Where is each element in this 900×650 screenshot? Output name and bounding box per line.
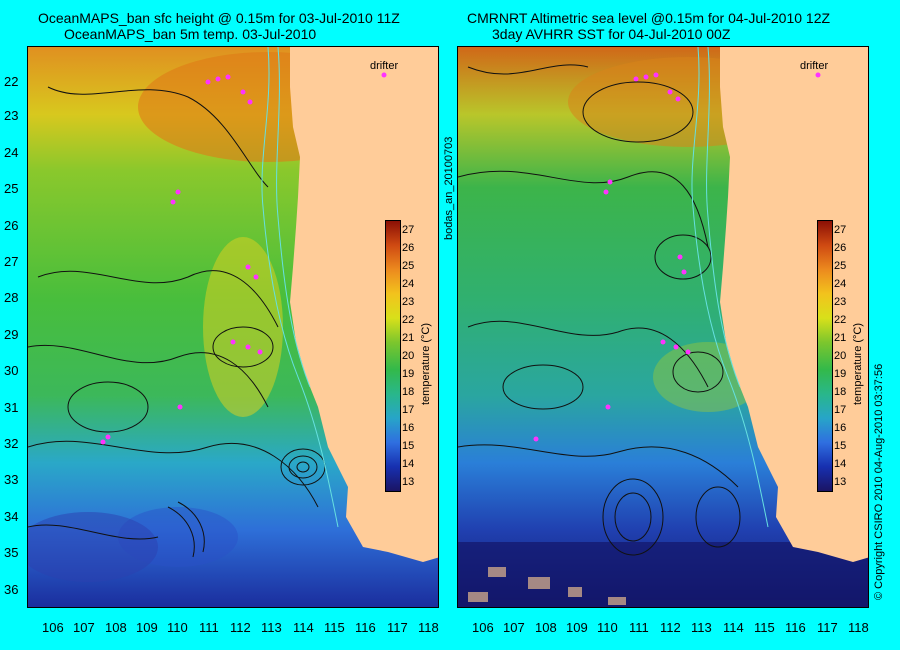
lat-label: 29 xyxy=(4,327,19,342)
colorbar-tick: 26 xyxy=(402,242,415,254)
lat-label: 31 xyxy=(4,400,19,415)
lat-label: 35 xyxy=(4,545,19,560)
lon-label: 115 xyxy=(324,620,345,635)
lon-label: 109 xyxy=(566,620,588,635)
lon-label: 114 xyxy=(293,620,314,635)
colorbar-tick: 24 xyxy=(834,278,847,290)
right-title-line2: 3day AVHRR SST for 04-Jul-2010 00Z xyxy=(492,26,731,42)
colorbar-tick: 20 xyxy=(834,350,847,362)
lat-label: 33 xyxy=(4,472,19,487)
left-colorbar xyxy=(385,220,401,492)
lon-label: 109 xyxy=(136,620,158,635)
colorbar-tick: 21 xyxy=(402,332,415,344)
lon-label: 107 xyxy=(73,620,95,635)
lon-label: 114 xyxy=(723,620,744,635)
lat-label: 22 xyxy=(4,74,19,89)
lon-label: 107 xyxy=(503,620,525,635)
right-map-graphic xyxy=(458,47,868,607)
left-title-line2: OceanMAPS_ban 5m temp. 03-Jul-2010 xyxy=(64,26,317,42)
lon-label: 112 xyxy=(660,620,681,635)
lon-label: 106 xyxy=(42,620,64,635)
colorbar-tick: 19 xyxy=(402,368,415,380)
lat-label: 34 xyxy=(4,509,19,524)
lon-label: 111 xyxy=(629,620,649,635)
lon-label: 111 xyxy=(199,620,219,635)
lon-label: 108 xyxy=(105,620,127,635)
colorbar-tick: 23 xyxy=(834,296,847,308)
colorbar-tick: 15 xyxy=(834,440,847,452)
lon-label: 116 xyxy=(785,620,806,635)
colorbar-tick: 27 xyxy=(834,224,847,236)
lon-label: 117 xyxy=(387,620,408,635)
left-map-graphic xyxy=(28,47,438,607)
left-map-panel[interactable] xyxy=(27,46,439,608)
colorbar-tick: 13 xyxy=(834,476,847,488)
drifter-marker-icon xyxy=(100,72,387,445)
right-drifter-legend: drifter xyxy=(800,60,829,72)
lat-label: 28 xyxy=(4,290,19,305)
lon-label: 110 xyxy=(597,620,618,635)
lat-label: 23 xyxy=(4,108,19,123)
colorbar-tick: 22 xyxy=(402,314,415,326)
left-colorbar-label: temperature (°C) xyxy=(420,322,432,405)
dataset-id-label: bodas_an_20100703 xyxy=(443,136,455,240)
colorbar-tick: 16 xyxy=(834,422,847,434)
left-title-line1: OceanMAPS_ban sfc height @ 0.15m for 03-… xyxy=(38,10,400,26)
left-drifter-legend: drifter xyxy=(370,60,399,72)
right-map-panel[interactable] xyxy=(457,46,869,608)
lat-label: 36 xyxy=(4,582,19,597)
colorbar-tick: 24 xyxy=(402,278,415,290)
colorbar-tick: 25 xyxy=(834,260,847,272)
colorbar-tick: 20 xyxy=(402,350,415,362)
lat-label: 25 xyxy=(4,181,19,196)
colorbar-tick: 14 xyxy=(402,458,415,470)
colorbar-tick: 26 xyxy=(834,242,847,254)
colorbar-tick: 17 xyxy=(834,404,847,416)
lon-label: 115 xyxy=(754,620,775,635)
lon-label: 108 xyxy=(535,620,557,635)
lon-label: 113 xyxy=(691,620,712,635)
lat-label: 27 xyxy=(4,254,19,269)
colorbar-tick: 18 xyxy=(834,386,847,398)
drifter-marker-icon xyxy=(533,72,821,442)
colorbar-tick: 21 xyxy=(834,332,847,344)
colorbar-tick: 18 xyxy=(402,386,415,398)
colorbar-tick: 23 xyxy=(402,296,415,308)
lon-label: 118 xyxy=(848,620,869,635)
lat-label: 26 xyxy=(4,218,19,233)
lon-label: 112 xyxy=(230,620,251,635)
lat-label: 30 xyxy=(4,363,19,378)
right-colorbar-label: temperature (°C) xyxy=(852,322,864,405)
lon-label: 117 xyxy=(817,620,838,635)
colorbar-tick: 25 xyxy=(402,260,415,272)
copyright-label: © Copyright CSIRO 2010 04-Aug-2010 03:37… xyxy=(873,363,885,600)
colorbar-tick: 27 xyxy=(402,224,415,236)
colorbar-tick: 14 xyxy=(834,458,847,470)
lat-label: 32 xyxy=(4,436,19,451)
right-title-line1: CMRNRT Altimetric sea level @0.15m for 0… xyxy=(467,10,831,26)
lon-label: 106 xyxy=(472,620,494,635)
lat-label: 24 xyxy=(4,145,19,160)
lon-label: 113 xyxy=(261,620,282,635)
colorbar-tick: 22 xyxy=(834,314,847,326)
lon-label: 116 xyxy=(355,620,376,635)
lon-label: 118 xyxy=(418,620,439,635)
lon-label: 110 xyxy=(167,620,188,635)
colorbar-tick: 19 xyxy=(834,368,847,380)
colorbar-tick: 17 xyxy=(402,404,415,416)
colorbar-tick: 15 xyxy=(402,440,415,452)
colorbar-tick: 13 xyxy=(402,476,415,488)
right-colorbar xyxy=(817,220,833,492)
colorbar-tick: 16 xyxy=(402,422,415,434)
